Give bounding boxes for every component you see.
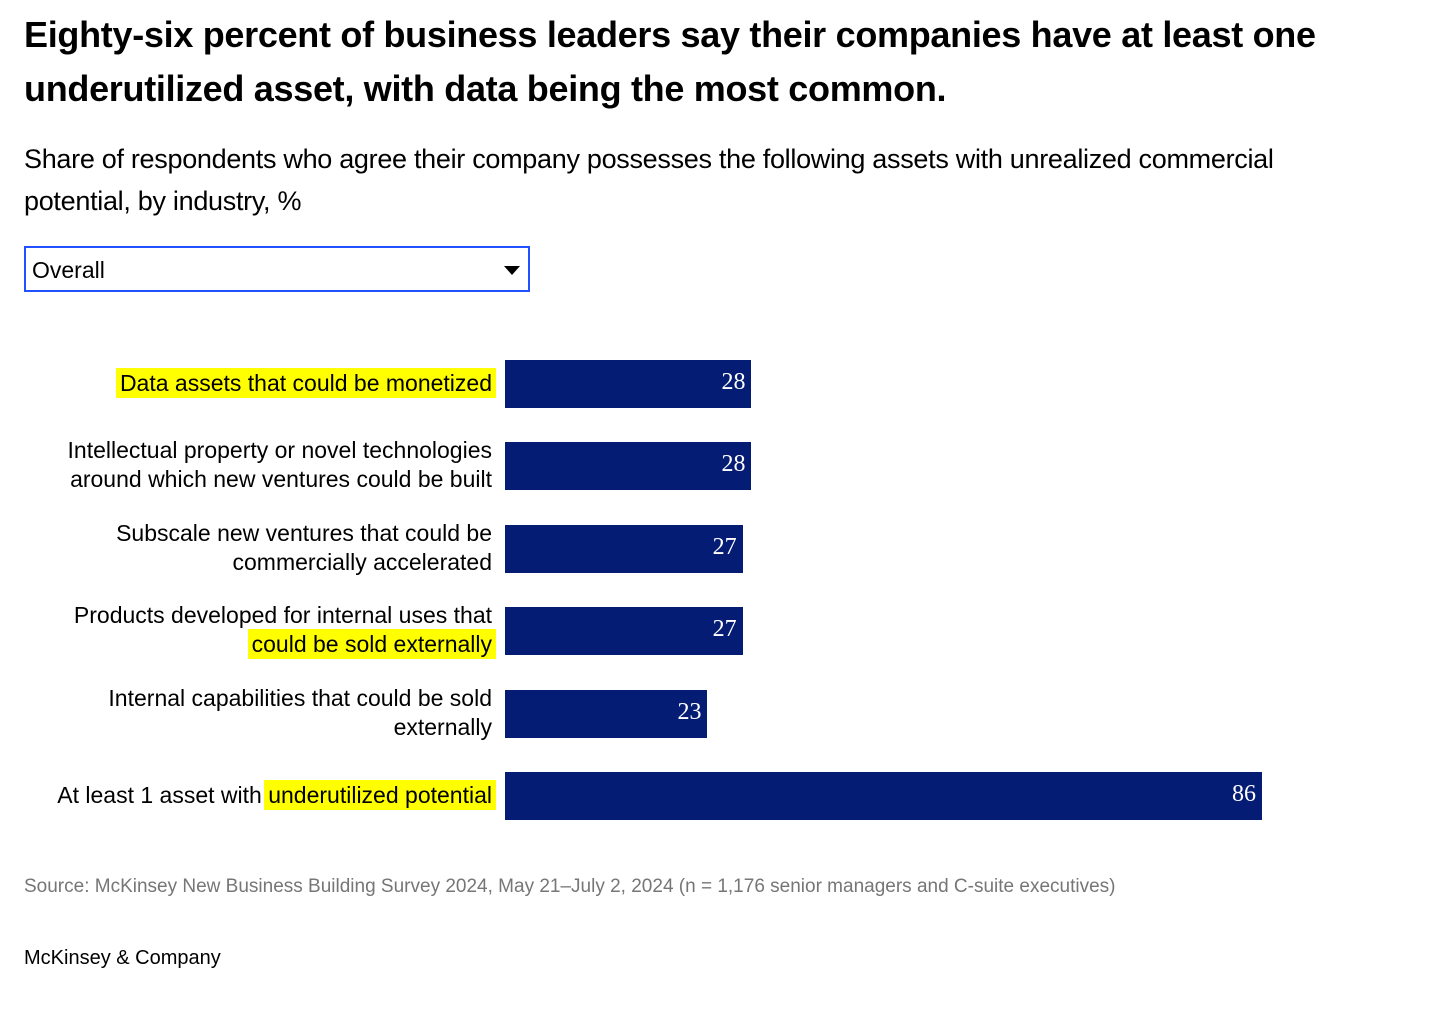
bar-value-label: 28	[721, 451, 746, 478]
category-label: Subscale new ventures that could be comme…	[116, 519, 492, 577]
bar-value-label: 23	[677, 698, 702, 725]
label-text: Products developed for internal uses tha…	[73, 602, 492, 629]
bar: 28	[505, 442, 752, 491]
category-label-line: Products developed for internal uses tha…	[74, 601, 492, 630]
label-text: around which new ventures could be built	[70, 466, 492, 493]
bar-value-label: 28	[721, 369, 746, 395]
label-text: Internal capabilities that could be sold	[108, 684, 492, 711]
category-label: Products developed for internal uses tha…	[74, 601, 496, 660]
highlighted-text: Data assets that could be monetized	[115, 367, 496, 398]
category-label-line: commercially accelerated	[116, 548, 492, 577]
category-label-line: Subscale new ventures that could be	[116, 519, 492, 548]
bar-value-label: 27	[712, 533, 737, 560]
category-label: Intellectual property or novel technolog…	[68, 436, 492, 494]
category-label-line: Data assets that could be monetized	[115, 367, 496, 398]
label-text: commercially accelerated	[232, 548, 492, 575]
label-text: Subscale new ventures that could be	[116, 519, 492, 546]
bar: 27	[505, 524, 743, 573]
category-label-line: Intellectual property or novel technolog…	[68, 436, 492, 465]
label-text: At least 1 asset with	[57, 781, 269, 808]
label-text: Intellectual property or novel technolog…	[67, 437, 492, 464]
bar: 86	[505, 772, 1262, 820]
bar: 28	[505, 360, 752, 408]
category-label-line: externally	[108, 713, 492, 742]
source-note: Source: McKinsey New Business Building S…	[24, 876, 1116, 897]
industry-dropdown[interactable]: Overall	[24, 246, 530, 292]
highlighted-text: underutilized potential	[264, 779, 496, 810]
category-label: Data assets that could be monetized	[115, 367, 496, 398]
bar: 27	[505, 607, 743, 656]
brand-logo-text: McKinsey & Company	[24, 947, 221, 969]
category-label-line: At least 1 asset with underutilized pote…	[57, 779, 496, 810]
category-label-line: could be sold externally	[74, 629, 496, 660]
highlighted-text: could be sold externally	[247, 629, 496, 660]
category-label-line: Internal capabilities that could be sold	[108, 684, 492, 713]
chart-title: Eighty-six percent of business leaders s…	[24, 14, 1316, 109]
category-label-line: around which new ventures could be built	[68, 465, 492, 494]
bar-value-label: 86	[1232, 781, 1256, 807]
chart-subtitle: Share of respondents who agree their com…	[24, 144, 1274, 216]
bar-value-label: 27	[712, 616, 737, 643]
category-label: At least 1 asset with underutilized pote…	[57, 779, 496, 810]
label-text: externally	[393, 713, 492, 740]
caret-down-icon	[504, 266, 520, 275]
category-label: Internal capabilities that could be sold…	[108, 684, 492, 742]
dropdown-selected-value: Overall	[32, 257, 105, 283]
bar: 23	[505, 689, 708, 738]
